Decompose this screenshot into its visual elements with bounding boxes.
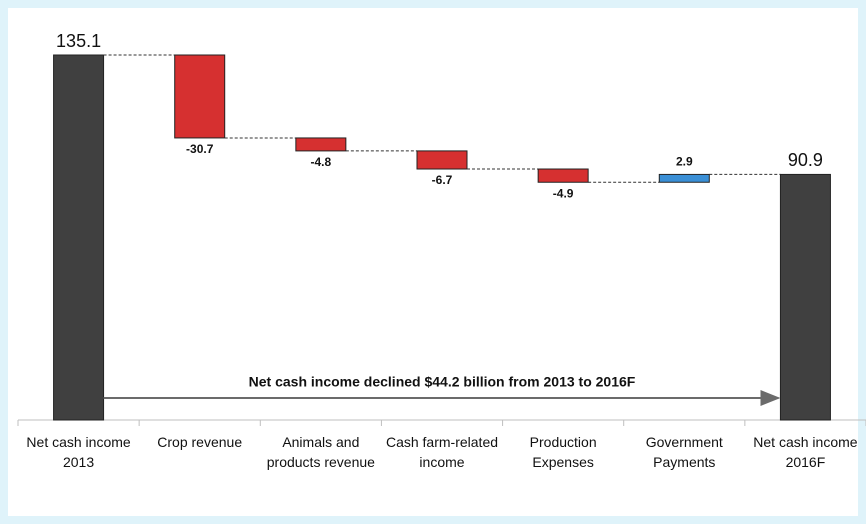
bar	[295, 137, 347, 152]
data-label: 2.9	[676, 155, 693, 169]
bar	[416, 150, 468, 170]
data-label: -4.8	[311, 155, 332, 169]
bar	[779, 173, 831, 421]
data-label: -4.9	[553, 186, 574, 200]
x-tick-label: Net cash income 2013	[26, 434, 131, 470]
data-label: -6.7	[432, 173, 453, 187]
x-tick-label: Government Payments	[645, 434, 723, 470]
data-label: -30.7	[186, 142, 214, 156]
x-tick-label: Production Expenses	[529, 434, 597, 470]
x-tick-label: Net cash income 2016F	[753, 434, 858, 470]
bar	[174, 54, 226, 139]
bar	[658, 173, 710, 183]
x-tick-label: Crop revenue	[157, 434, 243, 450]
annotation: Net cash income declined $44.2 billion f…	[249, 374, 636, 390]
x-tick-label: Animals and products revenue	[266, 434, 375, 470]
chart-panel	[8, 8, 858, 516]
bar	[537, 168, 589, 183]
x-tick-label: Cash farm-related income	[385, 434, 499, 470]
data-label: 135.1	[56, 31, 101, 51]
bar	[53, 54, 105, 421]
data-label: 90.9	[788, 150, 823, 170]
